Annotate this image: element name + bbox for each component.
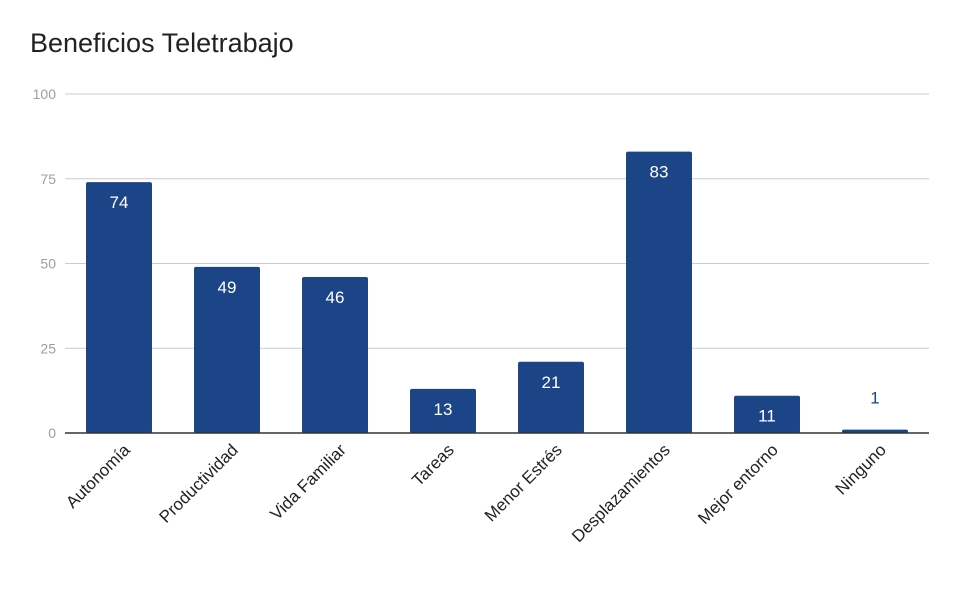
- bar: [194, 266, 260, 433]
- x-tick-label: Mejor entorno: [694, 440, 782, 528]
- chart-title: Beneficios Teletrabajo: [30, 28, 294, 58]
- y-tick-label: 100: [33, 86, 57, 102]
- bar: [302, 277, 368, 433]
- y-tick-label: 25: [40, 340, 56, 356]
- bar: [842, 429, 908, 433]
- bar: [410, 388, 476, 433]
- bar-value-label: 74: [110, 193, 129, 212]
- bar-value-label: 46: [326, 288, 345, 307]
- x-tick-label: Ninguno: [832, 440, 890, 498]
- bar-value-label: 21: [542, 373, 561, 392]
- bar: [518, 361, 584, 433]
- bar-value-label: 83: [650, 163, 669, 182]
- bar: [86, 182, 152, 433]
- x-tick-label: Menor Estrés: [481, 440, 566, 525]
- bar-value-label: 11: [758, 407, 776, 426]
- x-tick-label: Vida Familiar: [266, 440, 350, 524]
- x-tick-label: Autonomía: [62, 440, 134, 512]
- y-tick-label: 50: [40, 256, 56, 272]
- bar: [626, 151, 692, 433]
- x-tick-label: Tareas: [408, 440, 458, 490]
- x-tick-label: Desplazamientos: [568, 440, 674, 546]
- y-tick-label: 0: [48, 425, 56, 441]
- bar-value-label: 49: [218, 278, 237, 297]
- x-tick-label: Productividad: [156, 440, 242, 526]
- y-tick-label: 75: [40, 171, 56, 187]
- bar-value-label: 13: [434, 400, 453, 419]
- bar: [734, 395, 800, 433]
- bar-value-label: 1: [870, 389, 879, 408]
